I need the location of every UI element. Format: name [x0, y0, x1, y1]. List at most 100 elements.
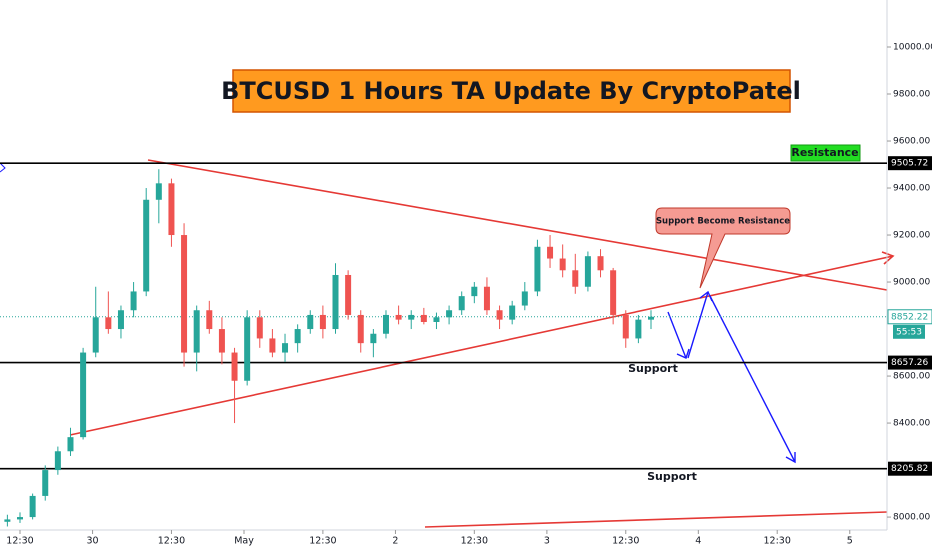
x-tick-label: 5	[847, 536, 853, 547]
x-tick-label: 4	[695, 536, 701, 547]
candle-body	[168, 183, 175, 236]
candle-body	[408, 314, 415, 320]
candle-body	[294, 329, 301, 344]
arrow-head	[0, 162, 6, 173]
x-tick-label: 2	[392, 536, 398, 547]
candle-body	[572, 270, 579, 287]
candle-body	[67, 437, 74, 452]
trend-line	[69, 255, 894, 436]
candle-body	[547, 246, 554, 259]
candle-body	[370, 333, 377, 344]
candle-body	[143, 199, 150, 292]
arrow-head	[676, 348, 690, 359]
arrow	[667, 311, 687, 359]
title-box	[232, 69, 791, 113]
candle-body	[319, 314, 326, 330]
annotation: Support	[647, 470, 697, 483]
x-tick-label: 3	[544, 536, 550, 547]
candle-body	[4, 519, 11, 522]
candle-body	[483, 286, 490, 311]
callout	[655, 207, 791, 289]
candle-body	[92, 317, 99, 353]
candle-body	[282, 343, 289, 353]
candle-body	[155, 183, 162, 200]
x-tick-label: 12:30	[461, 536, 488, 547]
candle-body	[382, 314, 389, 334]
candle-body	[105, 317, 112, 330]
candle-body	[193, 310, 200, 353]
y-tick-label: 9200.00	[893, 231, 930, 241]
candle-body	[54, 451, 61, 471]
candle-body	[395, 314, 402, 320]
arrow-head	[785, 452, 796, 464]
price-tag-label: 8657.26	[891, 358, 928, 368]
price-tag	[887, 309, 932, 325]
y-tick-label: 9000.00	[893, 278, 930, 288]
annotation-box	[790, 144, 861, 162]
candle-body	[420, 314, 427, 322]
candle-body	[80, 352, 87, 438]
candle-body	[130, 291, 137, 311]
annotation: Resistance	[791, 146, 858, 159]
candle-body	[496, 310, 503, 320]
x-tick-label: 12:30	[6, 536, 33, 547]
countdown-tag	[893, 324, 925, 339]
y-tick-label: 8000.00	[893, 513, 930, 523]
candle-body	[345, 274, 352, 315]
candle-body	[648, 316, 655, 320]
drawings	[0, 159, 895, 528]
annotation: Support Become Resistance	[656, 217, 790, 227]
y-tick-label: 8400.00	[893, 419, 930, 429]
arrow	[687, 291, 709, 359]
price-tag-label: 8205.82	[891, 464, 928, 474]
y-tick-label: 9800.00	[893, 90, 930, 100]
candle-body	[584, 256, 591, 287]
y-tick-label: 9400.00	[893, 184, 930, 194]
candle-body	[42, 470, 49, 496]
candle-body	[458, 296, 465, 311]
candle-body	[635, 319, 642, 339]
candle-body	[231, 352, 238, 381]
candle-body	[117, 310, 124, 330]
price-tag	[888, 156, 932, 171]
y-tick-label: 10000.00	[893, 43, 932, 53]
candle-body	[433, 317, 440, 322]
x-tick-label: 12:30	[764, 536, 791, 547]
candle-body	[218, 329, 225, 353]
candle-body	[610, 270, 617, 315]
annotation: Support	[628, 362, 678, 375]
y-tick-label: 8600.00	[893, 372, 930, 382]
candle-body	[597, 256, 604, 271]
plot	[0, 162, 887, 527]
candle-body	[446, 310, 453, 318]
candle-body	[357, 314, 364, 344]
candle-body	[559, 258, 566, 271]
candle-body	[256, 317, 263, 339]
candle-body	[521, 291, 528, 306]
price-tag-label: 8852.22	[891, 312, 928, 322]
trend-line	[424, 511, 888, 528]
x-tick-label: 12:30	[158, 536, 185, 547]
candle-body	[244, 317, 251, 381]
arrow	[709, 295, 796, 463]
candle-body	[509, 305, 516, 320]
x-tick-label: 12:30	[309, 536, 336, 547]
candle-body	[471, 286, 478, 297]
x-tick-label: 30	[87, 536, 99, 547]
price-tag-label: 9505.72	[891, 159, 928, 169]
candle-body	[307, 314, 314, 330]
countdown: 55:53	[896, 327, 922, 337]
x-tick-label: 12:30	[612, 536, 639, 547]
candle-body	[181, 235, 188, 353]
candle-body	[29, 495, 36, 518]
y-tick-label: 9600.00	[893, 137, 930, 147]
price-tag	[888, 461, 932, 476]
candle-body	[534, 246, 541, 292]
trend-line	[147, 159, 888, 291]
candle-body	[622, 314, 629, 339]
x-tick-label: May	[234, 536, 254, 547]
candle-body	[332, 274, 339, 330]
candle-body	[206, 310, 213, 330]
price-tag	[888, 355, 932, 370]
